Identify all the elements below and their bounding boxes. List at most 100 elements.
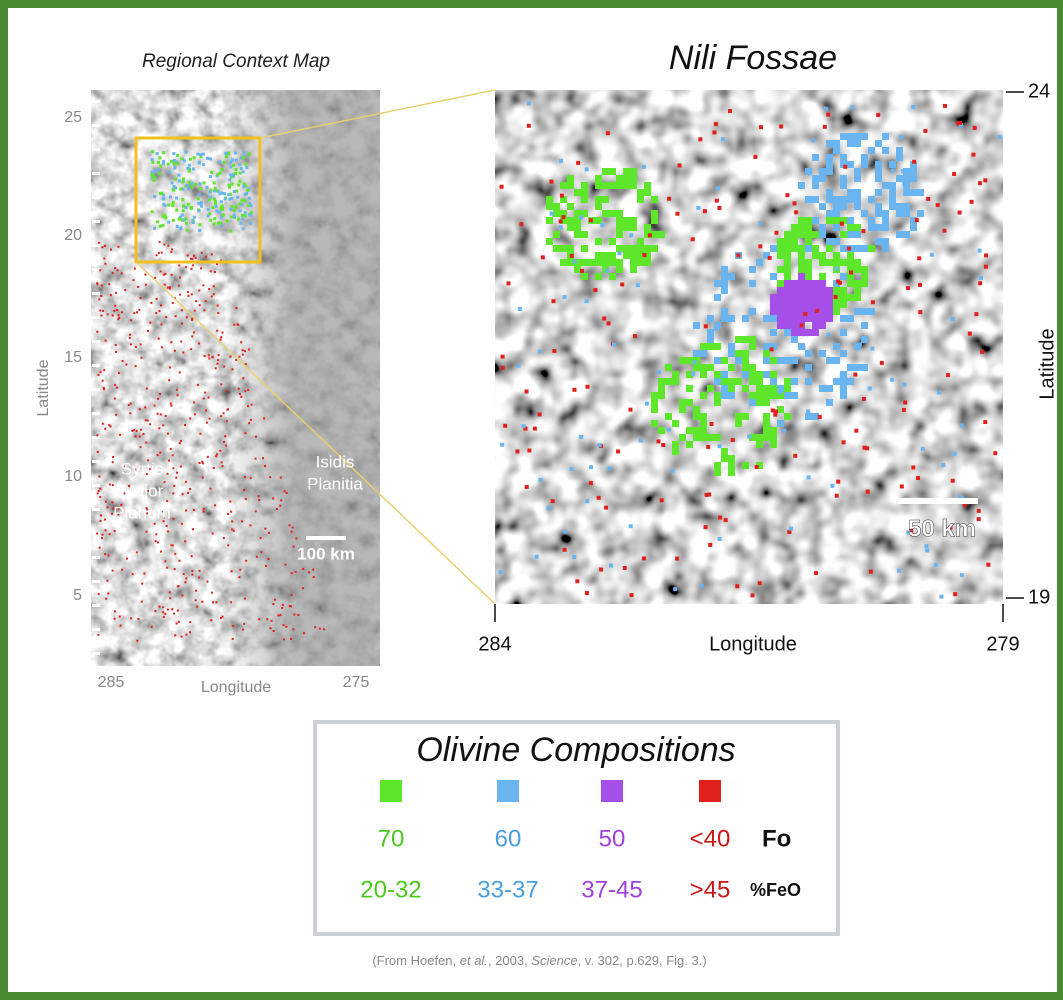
mineral-pixel xyxy=(589,218,593,222)
mineral-pixel xyxy=(112,461,114,463)
mineral-pixel xyxy=(106,580,108,582)
mineral-pixel xyxy=(223,192,226,195)
mineral-pixel xyxy=(102,310,104,312)
mineral-pixel xyxy=(728,343,735,350)
mineral-pixel xyxy=(231,520,233,522)
mineral-pixel xyxy=(158,338,160,340)
mineral-pixel xyxy=(206,157,209,160)
mineral-pixel xyxy=(900,484,904,488)
mineral-pixel xyxy=(193,331,195,333)
legend-fo: <40 xyxy=(690,825,731,852)
mineral-pixel xyxy=(109,533,111,535)
mineral-pixel xyxy=(238,180,241,183)
mineral-pixel xyxy=(826,161,833,168)
mineral-pixel xyxy=(96,533,98,535)
mineral-pixel xyxy=(180,440,182,442)
mineral-pixel xyxy=(609,238,616,245)
mineral-pixel xyxy=(793,454,797,458)
mineral-pixel xyxy=(112,272,114,274)
y-tick-label: 15 xyxy=(64,349,82,366)
mineral-pixel xyxy=(595,273,602,280)
mineral-pixel xyxy=(235,168,238,171)
mineral-pixel xyxy=(203,309,205,311)
mineral-pixel xyxy=(861,229,865,233)
mineral-pixel xyxy=(777,322,784,329)
mineral-pixel xyxy=(721,308,728,315)
mineral-pixel xyxy=(861,364,868,371)
mineral-pixel xyxy=(160,413,162,415)
mineral-pixel xyxy=(160,323,162,325)
mineral-pixel xyxy=(110,294,112,296)
citation-part: et al. xyxy=(460,953,488,968)
mineral-pixel xyxy=(861,336,868,343)
mineral-pixel xyxy=(826,294,833,301)
mineral-pixel xyxy=(165,415,167,417)
mineral-pixel xyxy=(221,208,224,211)
mineral-pixel xyxy=(721,273,728,280)
mineral-pixel xyxy=(791,238,798,245)
mineral-pixel xyxy=(239,209,242,212)
mineral-pixel xyxy=(960,423,964,427)
mineral-pixel xyxy=(921,447,925,451)
mineral-pixel xyxy=(201,601,203,603)
mineral-pixel xyxy=(602,182,609,189)
mineral-pixel xyxy=(770,427,777,434)
mineral-pixel xyxy=(149,322,151,324)
mineral-pixel xyxy=(191,293,193,295)
mineral-pixel xyxy=(812,322,819,329)
mineral-pixel xyxy=(161,224,164,227)
mineral-pixel xyxy=(707,336,714,343)
mineral-pixel xyxy=(861,133,868,140)
mineral-pixel xyxy=(117,269,119,271)
mineral-pixel xyxy=(178,621,180,623)
mineral-pixel xyxy=(103,387,105,389)
mineral-pixel xyxy=(193,509,195,511)
mineral-pixel xyxy=(136,311,138,313)
mineral-pixel xyxy=(158,252,160,254)
mineral-pixel xyxy=(812,287,819,294)
mineral-pixel xyxy=(182,493,184,495)
mineral-pixel xyxy=(819,203,826,210)
mineral-pixel xyxy=(178,264,180,266)
mineral-pixel xyxy=(163,214,166,217)
mineral-pixel xyxy=(117,246,119,248)
mineral-pixel xyxy=(525,485,529,489)
mineral-pixel xyxy=(791,224,798,231)
mineral-pixel xyxy=(637,196,644,203)
mineral-pixel xyxy=(579,215,583,219)
mineral-pixel xyxy=(735,378,742,385)
mineral-pixel xyxy=(238,356,240,358)
mineral-pixel xyxy=(823,125,827,129)
mineral-pixel xyxy=(826,287,833,294)
mineral-pixel xyxy=(104,519,106,521)
mineral-pixel xyxy=(182,209,185,212)
mineral-pixel xyxy=(162,162,165,165)
mineral-pixel xyxy=(847,196,854,203)
mineral-pixel xyxy=(546,217,553,224)
mineral-pixel xyxy=(567,175,574,182)
mineral-pixel xyxy=(756,378,763,385)
mineral-pixel xyxy=(840,371,847,378)
mineral-pixel xyxy=(672,441,679,448)
mineral-pixel xyxy=(203,181,206,184)
mineral-pixel xyxy=(573,259,577,263)
mineral-pixel xyxy=(143,573,145,575)
mineral-pixel xyxy=(721,357,728,364)
mineral-pixel xyxy=(707,493,711,497)
mineral-pixel xyxy=(181,198,184,201)
mineral-pixel xyxy=(290,638,292,640)
mineral-pixel xyxy=(500,185,504,189)
mineral-pixel xyxy=(234,151,237,154)
mineral-pixel xyxy=(265,565,267,567)
mineral-pixel xyxy=(559,225,563,229)
mineral-pixel xyxy=(560,182,567,189)
mineral-pixel xyxy=(623,217,630,224)
mineral-pixel xyxy=(714,399,721,406)
mineral-pixel xyxy=(129,412,131,414)
mineral-pixel xyxy=(588,259,595,266)
mineral-pixel xyxy=(116,387,118,389)
mineral-pixel xyxy=(549,180,553,184)
mineral-pixel xyxy=(984,253,988,257)
mineral-pixel xyxy=(798,259,805,266)
mineral-pixel xyxy=(911,105,915,109)
